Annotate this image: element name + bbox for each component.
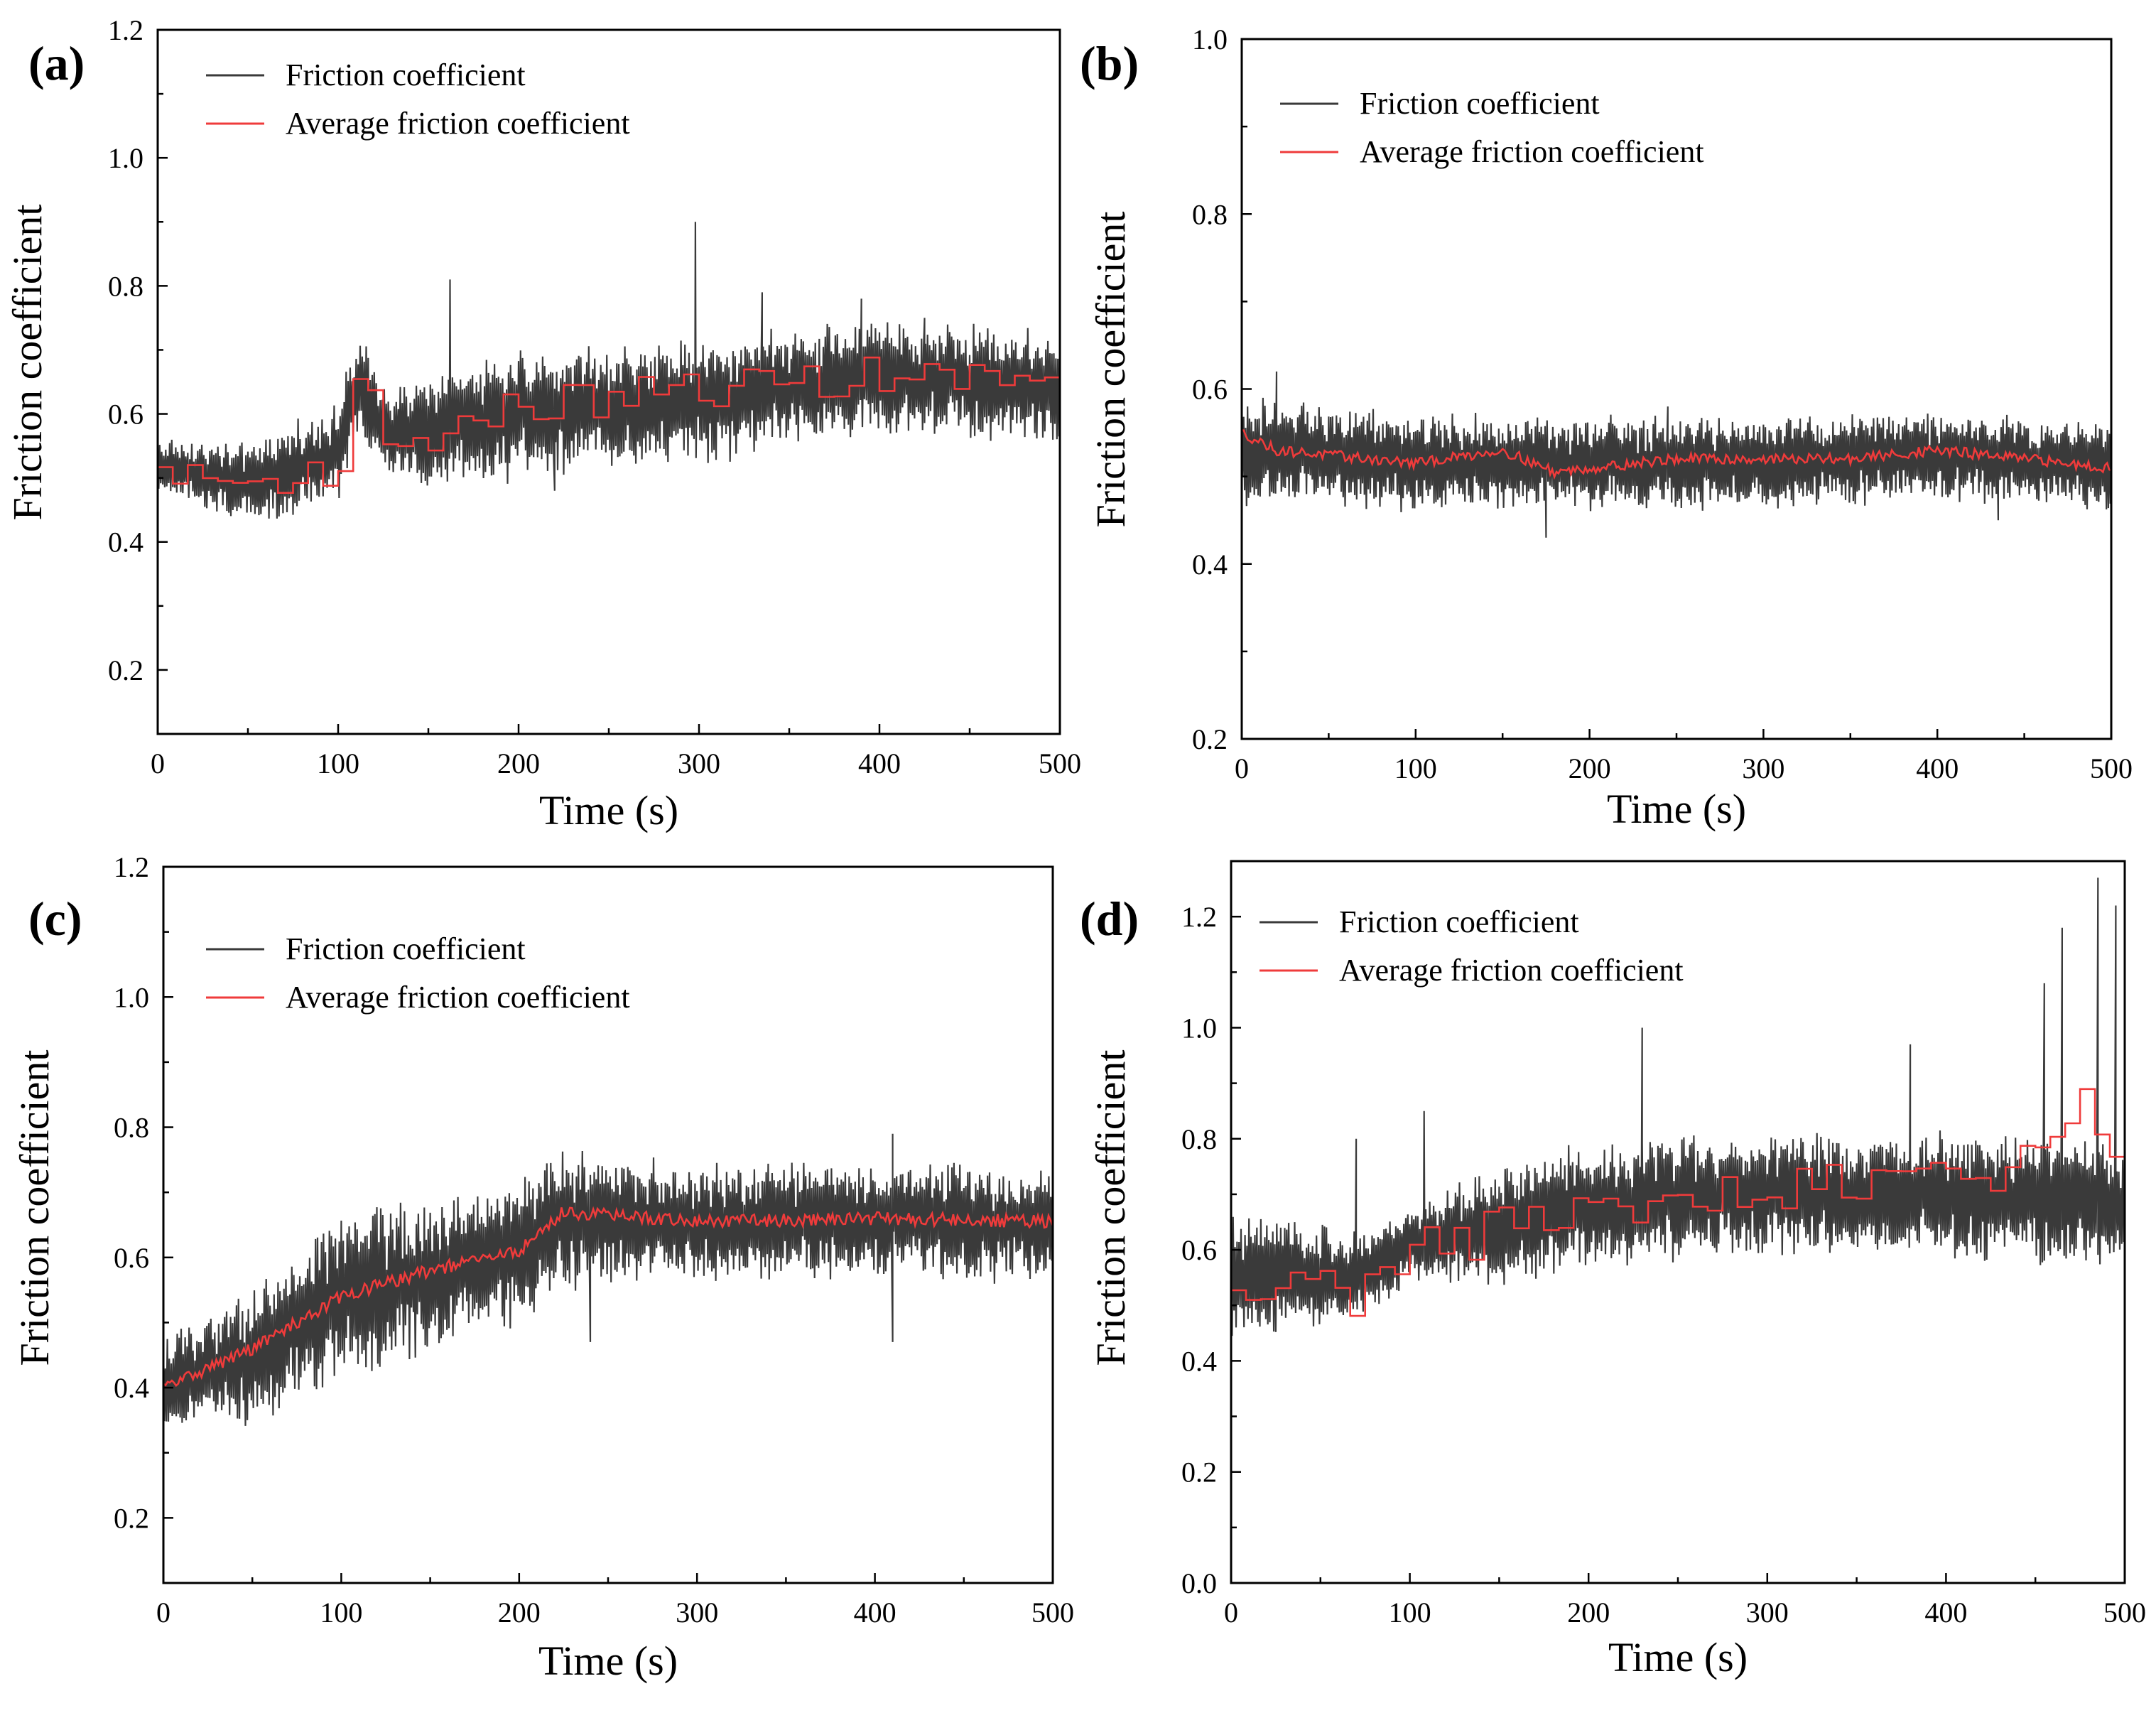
- panel-b-label: (b): [1080, 36, 1139, 90]
- panel-c-x-tick-label: 400: [854, 1596, 896, 1628]
- panel-b-x-tick-label: 400: [1916, 752, 1959, 784]
- panel-d-x-tick-label: 0: [1224, 1596, 1238, 1628]
- panel-d-x-tick-label: 500: [2103, 1596, 2146, 1628]
- panel-a-y-tick-label: 0.4: [108, 526, 143, 558]
- panel-b-y-axis-title: Friction coefficient: [1088, 211, 1134, 527]
- panel-c-x-tick-label: 500: [1031, 1596, 1074, 1628]
- panel-c-y-tick-label: 0.2: [114, 1502, 149, 1534]
- panel-d-y-tick-label: 1.0: [1181, 1012, 1217, 1044]
- panel-d-x-tick-label: 300: [1746, 1596, 1789, 1628]
- panel-b-y-tick-label: 0.6: [1192, 374, 1228, 406]
- panel-a-y-tick-label: 0.8: [108, 270, 143, 302]
- panel-d-y-tick-label: 0.0: [1181, 1567, 1217, 1599]
- panel-a-x-tick-label: 500: [1039, 747, 1081, 779]
- panel-d-x-tick-label: 200: [1567, 1596, 1610, 1628]
- panel-d-series-friction-line: [1231, 877, 2125, 1336]
- panel-a-x-axis-title: Time (s): [539, 787, 678, 833]
- panel-c-x-tick-label: 300: [676, 1596, 718, 1628]
- panel-b-y-tick-label: 0.2: [1192, 723, 1228, 755]
- panel-a-y-tick-label: 0.2: [108, 654, 143, 686]
- panel-c-y-tick-label: 1.0: [114, 981, 149, 1013]
- panel-a-label: (a): [28, 36, 85, 90]
- panel-c-legend-label-average: Average friction coefficient: [286, 980, 630, 1015]
- panel-a-x-tick-label: 400: [858, 747, 901, 779]
- panel-a-y-tick-label: 1.2: [108, 14, 143, 46]
- panel-c-y-tick-label: 0.4: [114, 1372, 149, 1404]
- panel-c-y-tick-label: 0.8: [114, 1112, 149, 1144]
- panel-b-y-tick-label: 0.8: [1192, 198, 1228, 230]
- panel-b-x-tick-label: 300: [1742, 752, 1784, 784]
- panel-c-label: (c): [28, 892, 82, 946]
- panel-a-x-tick-label: 200: [497, 747, 540, 779]
- panel-c-legend-label-friction: Friction coefficient: [286, 931, 526, 966]
- panel-a-y-tick-label: 1.0: [108, 142, 143, 174]
- panel-d-x-tick-label: 100: [1389, 1596, 1431, 1628]
- panel-a-legend-label-friction: Friction coefficient: [286, 58, 526, 92]
- panel-d-y-tick-label: 0.8: [1181, 1123, 1217, 1155]
- panel-d-x-axis-title: Time (s): [1608, 1634, 1748, 1680]
- panel-b-legend-label-friction: Friction coefficient: [1360, 86, 1600, 121]
- panel-b-x-tick-label: 0: [1235, 752, 1249, 784]
- panel-a-x-tick-label: 300: [678, 747, 720, 779]
- panel-b-x-tick-label: 200: [1569, 752, 1611, 784]
- panel-c-x-tick-label: 100: [320, 1596, 362, 1628]
- panel-a-series-average-line: [158, 356, 1060, 494]
- panel-b-x-tick-label: 100: [1394, 752, 1437, 784]
- panel-d-legend-label-average: Average friction coefficient: [1339, 953, 1684, 988]
- panel-b-legend-label-average: Average friction coefficient: [1360, 134, 1704, 169]
- panel-a-y-tick-label: 0.6: [108, 399, 143, 431]
- panel-d-x-tick-label: 400: [1924, 1596, 1967, 1628]
- panel-d-y-tick-label: 0.4: [1181, 1345, 1217, 1377]
- panel-a-x-tick-label: 100: [317, 747, 359, 779]
- panel-a-x-tick-label: 0: [151, 747, 165, 779]
- panel-c-x-axis-title: Time (s): [538, 1638, 678, 1684]
- panel-b-series-average-line: [1242, 428, 2111, 480]
- panel-d-y-tick-label: 0.2: [1181, 1457, 1217, 1488]
- panel-a-y-axis-title: Friction coefficient: [4, 204, 50, 520]
- panel-b-y-tick-label: 0.4: [1192, 549, 1228, 580]
- panel-b-x-axis-title: Time (s): [1607, 786, 1746, 832]
- panel-c-series-friction-line: [163, 1133, 1053, 1426]
- panel-d-legend-label-friction: Friction coefficient: [1339, 904, 1579, 939]
- panel-c-x-tick-label: 200: [498, 1596, 541, 1628]
- panel-b-y-tick-label: 1.0: [1192, 23, 1228, 55]
- panel-c-series-average-line: [163, 1206, 1053, 1388]
- panel-c-y-axis-title: Friction coefficient: [11, 1049, 58, 1366]
- panel-c-y-tick-label: 0.6: [114, 1242, 149, 1274]
- panel-d-label: (d): [1080, 892, 1139, 946]
- panel-c-y-tick-label: 1.2: [114, 851, 149, 883]
- panel-d-series-average-line: [1231, 1088, 2125, 1317]
- panel-b-x-tick-label: 500: [2090, 752, 2133, 784]
- panel-d-y-tick-label: 0.6: [1181, 1234, 1217, 1266]
- panel-d-y-axis-title: Friction coefficient: [1088, 1049, 1134, 1366]
- panel-a-legend-label-average: Average friction coefficient: [286, 106, 630, 141]
- panel-c-x-tick-label: 0: [156, 1596, 170, 1628]
- panel-d-y-tick-label: 1.2: [1181, 901, 1217, 933]
- panel-a-series-friction-line: [158, 222, 1060, 519]
